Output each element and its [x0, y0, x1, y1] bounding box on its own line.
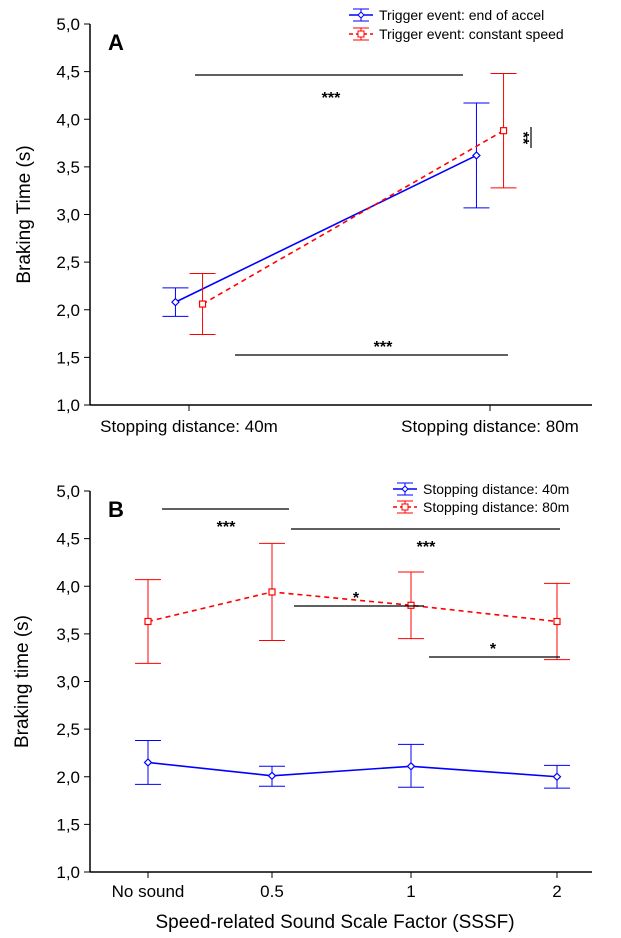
x-tick-label: Stopping distance: 80m: [401, 417, 579, 436]
x-tick-label: Stopping distance: 40m: [100, 417, 278, 436]
significance-label: ***: [322, 90, 341, 107]
y-tick-label: 2,0: [56, 301, 80, 320]
panel-label: B: [108, 497, 124, 522]
y-tick-label: 4,5: [56, 530, 80, 549]
data-point-diamond: [267, 771, 277, 781]
series-line: [202, 129, 504, 305]
legend-marker: [357, 11, 365, 19]
series-line: [147, 591, 558, 623]
data-point-diamond: [143, 758, 153, 767]
data-point-square: [499, 127, 508, 135]
data-point-square: [553, 617, 561, 626]
significance-label: ***: [417, 539, 436, 556]
significance-label: **: [514, 132, 531, 145]
y-tick-label: 4,0: [56, 110, 80, 129]
data-point-square: [407, 601, 415, 609]
y-tick-label: 4,5: [56, 63, 80, 82]
y-tick-label: 3,0: [56, 206, 80, 225]
legend-label: Stopping distance: 80m: [423, 499, 569, 515]
x-tick-label: 0.5: [260, 882, 284, 901]
y-tick-label: 4,0: [56, 577, 80, 596]
y-axis-label: Braking time (s): [12, 615, 33, 748]
series-line: [147, 761, 558, 778]
legend-marker: [401, 485, 409, 493]
data-point-square: [268, 588, 276, 596]
y-tick-label: 1,0: [56, 863, 80, 882]
panel-label: A: [108, 30, 124, 55]
significance-label: ***: [217, 519, 236, 536]
x-tick-label: 2: [552, 882, 561, 901]
series-line: [175, 154, 477, 303]
y-axis-label: Braking Time (s): [14, 145, 35, 283]
data-point-square: [198, 300, 207, 308]
y-tick-label: 5,0: [56, 15, 80, 34]
y-tick-label: 2,0: [56, 768, 80, 787]
x-tick-label: 1: [406, 882, 415, 901]
legend-marker: [401, 503, 409, 511]
data-point-diamond: [472, 151, 481, 160]
legend-label: Trigger event: end of accel: [379, 7, 544, 23]
data-point-square: [144, 617, 152, 626]
y-tick-label: 2,5: [56, 720, 80, 739]
legend-label: Stopping distance: 40m: [423, 481, 569, 497]
y-tick-label: 3,5: [56, 625, 80, 644]
significance-label: *: [353, 590, 360, 607]
data-point-diamond: [552, 772, 562, 782]
y-tick-label: 1,0: [56, 396, 80, 415]
x-axis-label: Speed-related Sound Scale Factor (SSSF): [155, 912, 514, 933]
legend-marker: [357, 30, 365, 38]
panel-b: 1,0 1,5 2,0 2,5 3,0 3,5 4,0 4,5 5,0 No sound 0.5 1 2…: [12, 481, 592, 933]
y-tick-label: 1,5: [56, 348, 80, 367]
panel-a: 1,0 1,5 2,0 2,5 3,0 3,5 4,0 4,5 5,0 Stopping dist…: [14, 7, 592, 436]
significance-label: *: [490, 641, 497, 658]
y-tick-label: 1,5: [56, 815, 80, 834]
legend-label: Trigger event: constant speed: [379, 26, 564, 42]
y-tick-label: 3,0: [56, 673, 80, 692]
data-point-diamond: [406, 761, 416, 771]
y-tick-label: 2,5: [56, 253, 80, 272]
y-tick-label: 3,5: [56, 158, 80, 177]
x-tick-label: No sound: [112, 882, 185, 901]
y-tick-label: 5,0: [56, 482, 80, 501]
significance-label: ***: [374, 339, 393, 356]
data-point-diamond: [171, 297, 180, 307]
